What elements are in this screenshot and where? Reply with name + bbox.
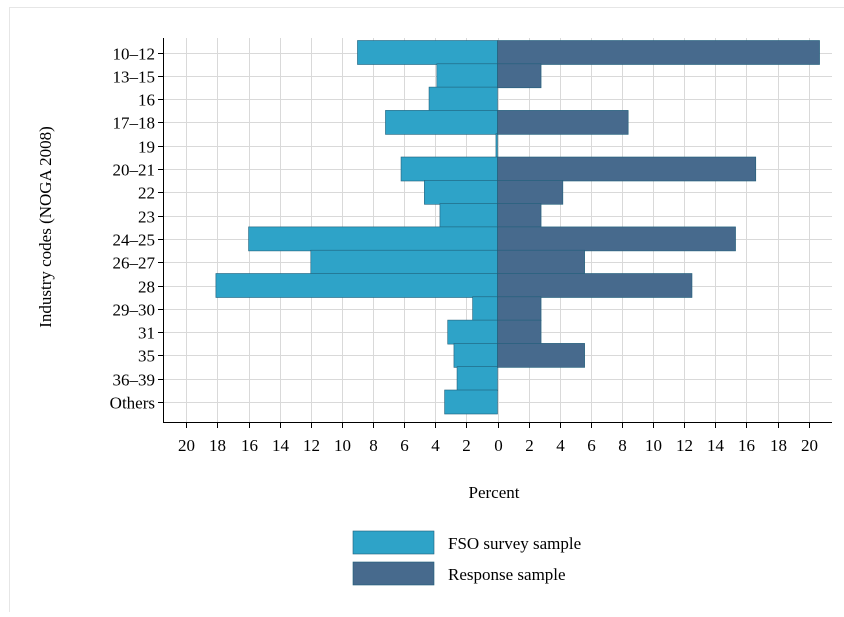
x-tick-label: 16 [738, 436, 755, 455]
bar-response [497, 63, 542, 89]
y-tick-label: 19 [138, 138, 155, 157]
bar-fso [310, 249, 498, 275]
x-tick-label: 0 [494, 436, 503, 455]
x-tick-label: 2 [525, 436, 534, 455]
y-tick-label: 31 [138, 324, 155, 343]
x-tick-label: 6 [587, 436, 596, 455]
bar-response [497, 319, 542, 345]
bar-fso [439, 203, 498, 228]
bar-response [497, 203, 542, 228]
bar-fso [385, 110, 498, 135]
bar-fso [495, 133, 498, 158]
x-tick-label: 18 [770, 436, 787, 455]
legend: FSO survey sample Response sample [352, 530, 581, 586]
bar-response [497, 249, 585, 275]
x-tick-label: 10 [645, 436, 662, 455]
bar-fso [444, 389, 498, 415]
bar-fso [248, 226, 498, 252]
x-tick-label: 18 [209, 436, 226, 455]
y-tick-label: 29–30 [113, 301, 156, 320]
y-tick-label: 23 [138, 208, 155, 227]
axes [158, 38, 832, 428]
y-axis-title: Industry codes (NOGA 2008) [36, 126, 55, 328]
tick-labels: 10–1213–151617–181920–21222324–2526–2728… [110, 45, 818, 456]
legend-label-fso: FSO survey sample [448, 534, 581, 553]
y-tick-label: 28 [138, 278, 155, 297]
y-tick-label: 10–12 [113, 45, 156, 64]
bar-fso [215, 273, 498, 298]
bar-fso [447, 319, 498, 345]
bar-fso [472, 296, 498, 322]
bars [215, 40, 820, 415]
bar-response [497, 180, 564, 205]
legend-swatch-fso [352, 530, 435, 555]
bar-fso [453, 343, 498, 368]
bar-fso [456, 366, 498, 392]
bar-response [497, 343, 585, 368]
x-tick-label: 8 [618, 436, 627, 455]
bar-response [497, 156, 757, 182]
x-tick-label: 2 [462, 436, 471, 455]
x-tick-label: 12 [303, 436, 320, 455]
x-tick-label: 8 [369, 436, 378, 455]
bar-response [497, 296, 542, 322]
bar-fso [400, 156, 498, 182]
x-tick-label: 14 [707, 436, 725, 455]
legend-swatch-response [352, 561, 435, 586]
legend-label-response: Response sample [448, 565, 566, 584]
bar-fso [424, 180, 498, 205]
y-tick-label: 20–21 [113, 161, 156, 180]
bar-response [497, 110, 629, 135]
x-tick-label: 12 [676, 436, 693, 455]
x-tick-label: 16 [241, 436, 258, 455]
bar-response [497, 40, 820, 65]
x-tick-label: 10 [334, 436, 351, 455]
bar-fso [357, 40, 498, 65]
y-tick-label: 16 [138, 91, 155, 110]
x-axis-title: Percent [469, 483, 520, 502]
y-tick-label: 24–25 [113, 231, 156, 250]
y-tick-label: 35 [138, 347, 155, 366]
bar-fso [436, 63, 498, 89]
y-tick-label: 13–15 [113, 68, 156, 87]
y-tick-label: 36–39 [113, 371, 156, 390]
bar-response [497, 226, 736, 252]
y-tick-label: 17–18 [113, 114, 156, 133]
x-tick-label: 20 [801, 436, 818, 455]
x-tick-label: 6 [400, 436, 409, 455]
bar-fso [428, 86, 498, 112]
x-tick-label: 20 [178, 436, 195, 455]
x-tick-label: 14 [272, 436, 290, 455]
x-tick-label: 4 [431, 436, 440, 455]
y-tick-label: 22 [138, 184, 155, 203]
y-tick-label: Others [110, 394, 155, 413]
bar-response [497, 273, 693, 298]
x-tick-label: 4 [556, 436, 565, 455]
y-tick-label: 26–27 [113, 254, 156, 273]
